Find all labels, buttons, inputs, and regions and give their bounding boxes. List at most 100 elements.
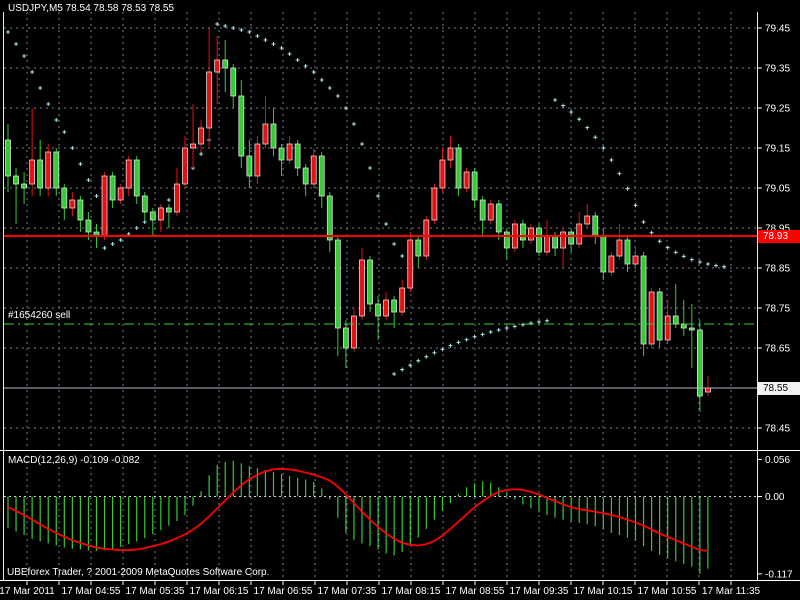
price-tick-label: 78.75 bbox=[765, 304, 790, 315]
price-tick-label: 78.45 bbox=[765, 424, 790, 435]
candle-body bbox=[568, 231, 575, 245]
time-tick-label: 17 Mar 06:15 bbox=[190, 586, 249, 597]
candle-body bbox=[45, 151, 52, 189]
price-axis[interactable]: 79.45 79.35 79.25 79.15 79.05 78.95 78.85 78.75… bbox=[757, 24, 790, 435]
candle-body bbox=[254, 143, 261, 177]
candle-body bbox=[576, 223, 583, 245]
candle-body bbox=[359, 259, 365, 317]
candle-body bbox=[230, 67, 237, 97]
macd-axis[interactable]: 0.056 0.00 -0.117 bbox=[757, 455, 793, 581]
candle-body bbox=[560, 231, 567, 249]
candle-body bbox=[503, 231, 510, 249]
candle-body bbox=[616, 239, 623, 257]
candle-body bbox=[190, 143, 196, 149]
candle-body bbox=[592, 215, 599, 237]
time-tick-label: 17 Mar 10:15 bbox=[574, 586, 633, 597]
price-tick-label: 78.65 bbox=[765, 344, 790, 355]
candle-body bbox=[246, 155, 253, 177]
candle-body bbox=[270, 123, 277, 149]
macd-tick-label: 0.056 bbox=[765, 455, 790, 466]
candle-body bbox=[608, 255, 615, 273]
candle-body bbox=[37, 159, 44, 189]
macd-signal bbox=[7, 467, 708, 552]
candle-body bbox=[415, 239, 422, 257]
price-tick-label: 78.85 bbox=[765, 264, 790, 275]
candle-body bbox=[165, 207, 172, 213]
candle-body bbox=[334, 239, 341, 329]
price-tag-current: 78.55 bbox=[758, 382, 800, 395]
macd-indicator-label: MACD(12,26,9) -0.109 -0.082 bbox=[8, 455, 140, 466]
candle-body bbox=[455, 147, 462, 189]
candle-body bbox=[584, 215, 591, 225]
macd-tick-label: 0.00 bbox=[765, 492, 785, 503]
candle-body bbox=[117, 187, 124, 201]
candle-body bbox=[487, 203, 494, 221]
candle-body bbox=[286, 143, 293, 161]
candle-body bbox=[528, 227, 534, 241]
candle-body bbox=[21, 183, 27, 189]
candle-body bbox=[624, 239, 631, 265]
candle-body bbox=[407, 239, 414, 289]
candle-body bbox=[85, 219, 92, 233]
candle-body bbox=[77, 199, 84, 221]
price-tick-label: 79.15 bbox=[765, 144, 790, 155]
candle-body bbox=[672, 315, 679, 325]
candle-body bbox=[536, 227, 542, 253]
candle-body bbox=[149, 211, 156, 221]
candle-body bbox=[463, 171, 470, 189]
time-tick-label: 17 Mar 05:35 bbox=[126, 586, 185, 597]
candle-body bbox=[198, 127, 204, 145]
candle-body bbox=[133, 159, 140, 197]
macd-histogram bbox=[7, 460, 709, 574]
time-tick-label: 17 Mar 04:55 bbox=[62, 586, 121, 597]
candle-body bbox=[648, 291, 655, 345]
candle-body bbox=[447, 147, 454, 161]
candle-body bbox=[182, 147, 188, 185]
candle-body bbox=[351, 315, 357, 349]
candle-body bbox=[423, 219, 430, 257]
candle-body bbox=[399, 287, 406, 313]
candle-body bbox=[141, 195, 148, 213]
time-tick-label: 17 Mar 10:55 bbox=[638, 586, 697, 597]
candle-body bbox=[294, 143, 301, 169]
candle-body bbox=[664, 315, 671, 341]
candle-body bbox=[696, 329, 703, 397]
candle-body bbox=[174, 183, 180, 213]
candle-body bbox=[656, 291, 663, 341]
time-tick-label: 17 Mar 08:15 bbox=[382, 586, 441, 597]
candle-body bbox=[495, 203, 502, 233]
macd-signal-line bbox=[7, 467, 708, 552]
candle-body bbox=[479, 199, 486, 221]
candle-body bbox=[391, 299, 398, 313]
candle-body bbox=[206, 71, 213, 129]
candles-layer bbox=[5, 28, 711, 412]
candle-body bbox=[632, 255, 639, 265]
chart-title: USDJPY,M5 78.54 78.58 78.53 78.55 bbox=[8, 3, 175, 14]
price-tick-label: 79.45 bbox=[765, 24, 790, 35]
time-tick-label: 17 Mar 06:55 bbox=[254, 586, 313, 597]
candle-body bbox=[13, 175, 19, 185]
candle-body bbox=[375, 303, 381, 317]
panel-frame bbox=[0, 12, 800, 581]
candle-body bbox=[318, 155, 325, 197]
candle-body bbox=[109, 175, 116, 201]
candle-body bbox=[431, 187, 438, 221]
parabolic-sar-dots bbox=[6, 22, 727, 376]
time-axis[interactable]: 17 Mar 2011 17 Mar 04:55 17 Mar 05:35 17 Ma… bbox=[0, 581, 761, 597]
candle-body bbox=[61, 187, 68, 209]
candle-body bbox=[688, 327, 695, 331]
candle-body bbox=[640, 255, 647, 345]
candle-body bbox=[238, 95, 245, 157]
time-tick-label: 17 Mar 08:55 bbox=[446, 586, 505, 597]
candle-body bbox=[600, 235, 607, 273]
candle-body bbox=[326, 195, 333, 241]
macd-tick-label: -0.117 bbox=[765, 569, 793, 580]
candle-body bbox=[439, 159, 446, 189]
time-tick-label: 17 Mar 09:35 bbox=[510, 586, 569, 597]
time-tick-label: 17 Mar 11:35 bbox=[702, 586, 761, 597]
candle-body bbox=[262, 123, 269, 145]
candle-body bbox=[5, 139, 11, 177]
candle-body bbox=[29, 159, 36, 185]
